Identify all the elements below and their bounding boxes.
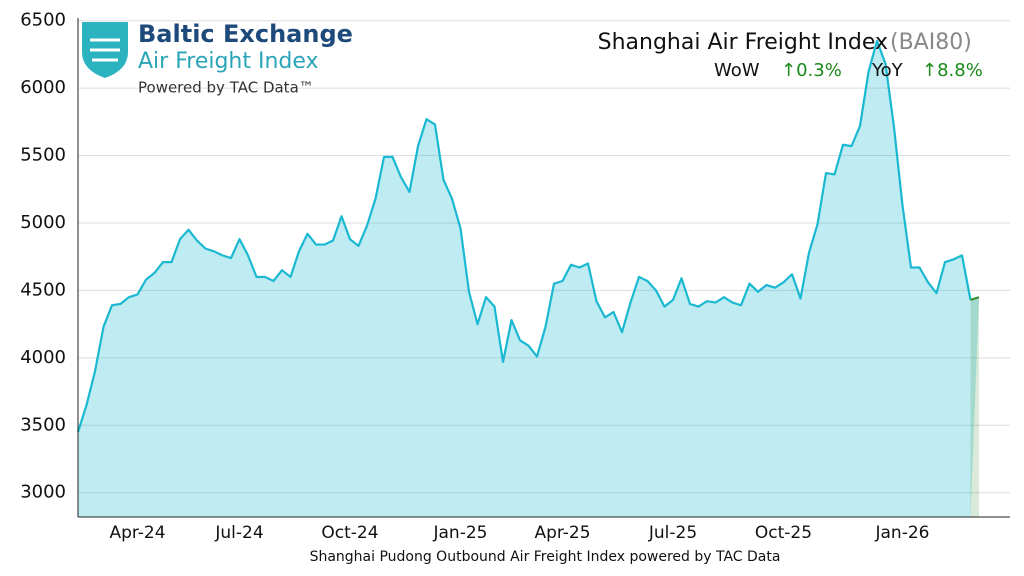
wow-label: WoW <box>714 60 760 81</box>
x-tick-label: Oct-25 <box>755 523 812 543</box>
y-tick-label: 3500 <box>20 414 66 435</box>
latest-area <box>970 297 979 517</box>
line <box>76 39 972 433</box>
x-tick-label: Jul-24 <box>214 523 263 543</box>
logo-powered: Powered by TAC Data™ <box>138 79 314 97</box>
logo-name: Baltic Exchange <box>138 20 353 48</box>
logo-icon-lines <box>90 38 120 62</box>
x-tick-label: Jan-26 <box>875 523 930 543</box>
logo-product: Air Freight Index <box>138 49 319 74</box>
y-tick-label: 4500 <box>20 279 66 300</box>
x-axis-title: Shanghai Pudong Outbound Air Freight Ind… <box>310 549 781 565</box>
x-tick-label: Jul-25 <box>648 523 697 543</box>
x-tick-label: Apr-25 <box>534 523 590 543</box>
area <box>78 40 979 517</box>
y-tick-label: 3000 <box>20 482 66 503</box>
y-tick-label: 4000 <box>20 347 66 368</box>
y-tick-label: 5000 <box>20 212 66 233</box>
chart-title: Shanghai Air Freight Index <box>598 30 888 55</box>
chart-code: (BAI80) <box>890 30 972 55</box>
yoy-label: YoY <box>871 60 904 81</box>
y-tick-label: 5500 <box>20 145 66 166</box>
y-tick-label: 6500 <box>20 10 66 31</box>
y-tick-label: 6000 <box>20 77 66 98</box>
wow-change: ↑0.3% <box>781 60 842 81</box>
latest-segment <box>970 296 980 301</box>
x-tick-label: Oct-24 <box>321 523 378 543</box>
yoy-change: ↑8.8% <box>922 60 983 81</box>
x-tick-label: Apr-24 <box>109 523 165 543</box>
plot-area: 3000 3500 4000 4500 5000 5500 6000 6500 Apr-24 Ju… <box>20 10 1010 543</box>
x-tick-label: Jan-25 <box>433 523 488 543</box>
